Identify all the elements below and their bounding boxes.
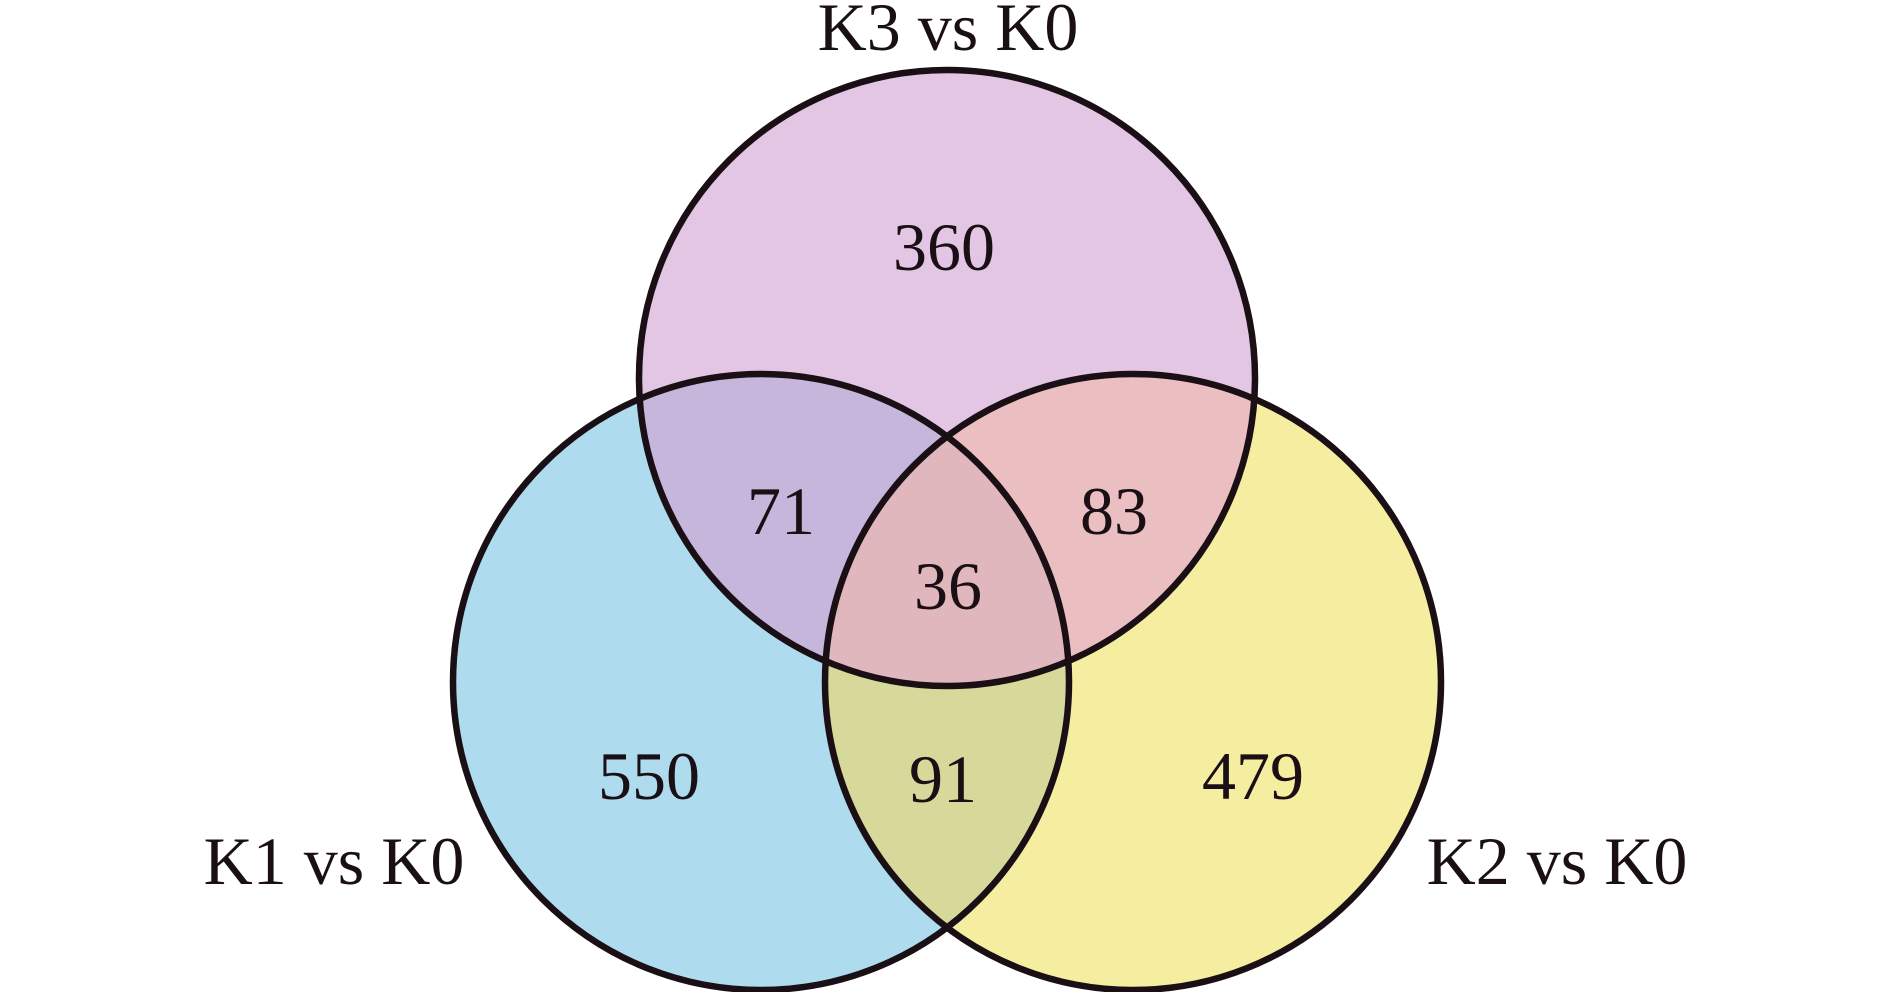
svg-text:550: 550 bbox=[598, 738, 700, 814]
svg-text:K2 vs K0: K2 vs K0 bbox=[1427, 823, 1688, 899]
svg-text:360: 360 bbox=[893, 209, 995, 285]
svg-text:71: 71 bbox=[747, 473, 815, 549]
svg-text:K1 vs K0: K1 vs K0 bbox=[204, 823, 465, 899]
svg-text:91: 91 bbox=[909, 741, 977, 817]
svg-text:479: 479 bbox=[1202, 738, 1304, 814]
svg-text:83: 83 bbox=[1080, 473, 1148, 549]
svg-text:36: 36 bbox=[914, 548, 982, 624]
svg-text:K3 vs K0: K3 vs K0 bbox=[818, 0, 1079, 65]
